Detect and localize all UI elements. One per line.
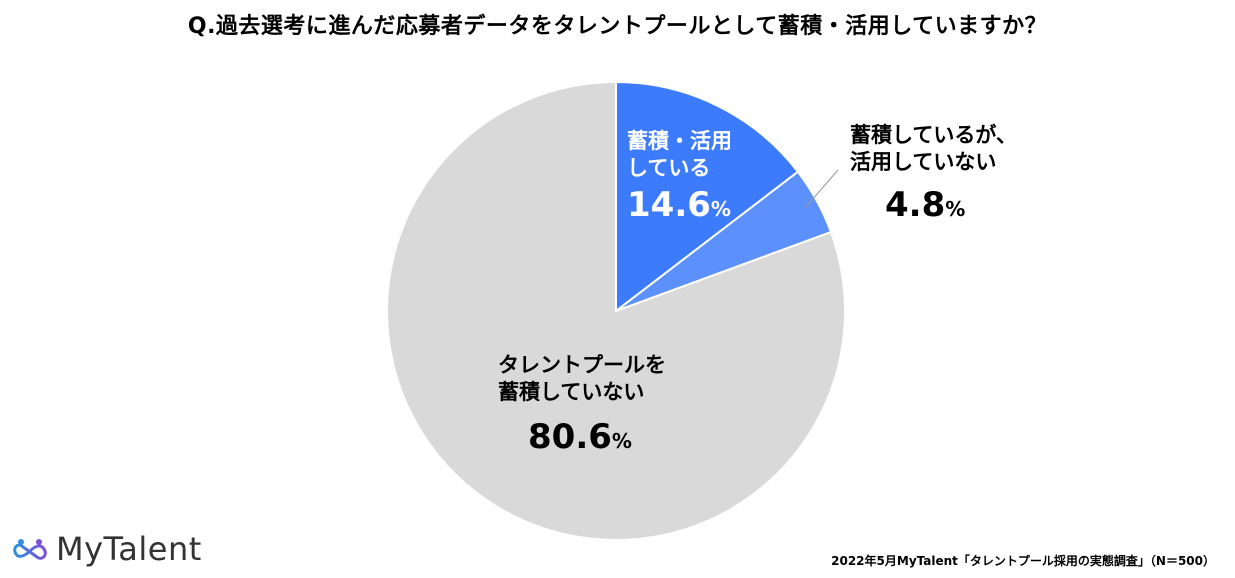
source-note: 2022年5月MyTalent「タレントプール採用の実態調査」（N＝500） [831, 554, 1215, 568]
mytalent-logo: MyTalent [10, 530, 202, 568]
slice-label-stored-line1: 蓄積しているが、 [850, 123, 1017, 147]
chart-title: Q.過去選考に進んだ応募者データをタレントプールとして蓄積・活用していますか？ [187, 14, 1048, 39]
slice-label-none-line2: 蓄積していない [498, 380, 645, 405]
slice-value-active: 14.6 [627, 184, 711, 225]
slice-label-stored-line2: 活用していない [850, 150, 997, 175]
slice-value-none: 80.6 [528, 416, 612, 457]
slice-value-stored: 4.8 [885, 184, 946, 225]
slice-label-active-line1: 蓄積・活用 [627, 129, 732, 153]
logo-text: MyTalent [56, 530, 202, 568]
slice-label-active: 蓄積・活用 している 14.6% [627, 128, 732, 227]
slice-label-active-line2: している [627, 156, 711, 181]
slice-label-stored: 蓄積しているが、 活用していない 4.8% [850, 122, 1017, 227]
percent-sign: % [710, 196, 731, 221]
leader-line [804, 169, 839, 209]
infinity-people-icon [13, 539, 47, 560]
percent-sign: % [945, 196, 966, 221]
slice-label-none-line1: タレントプールを [498, 353, 666, 377]
percent-sign: % [611, 428, 632, 453]
slice-label-none: タレントプールを 蓄積していない 80.6% [498, 352, 666, 459]
pie-slice-none [386, 80, 846, 541]
pie-slice-active [615, 80, 800, 314]
